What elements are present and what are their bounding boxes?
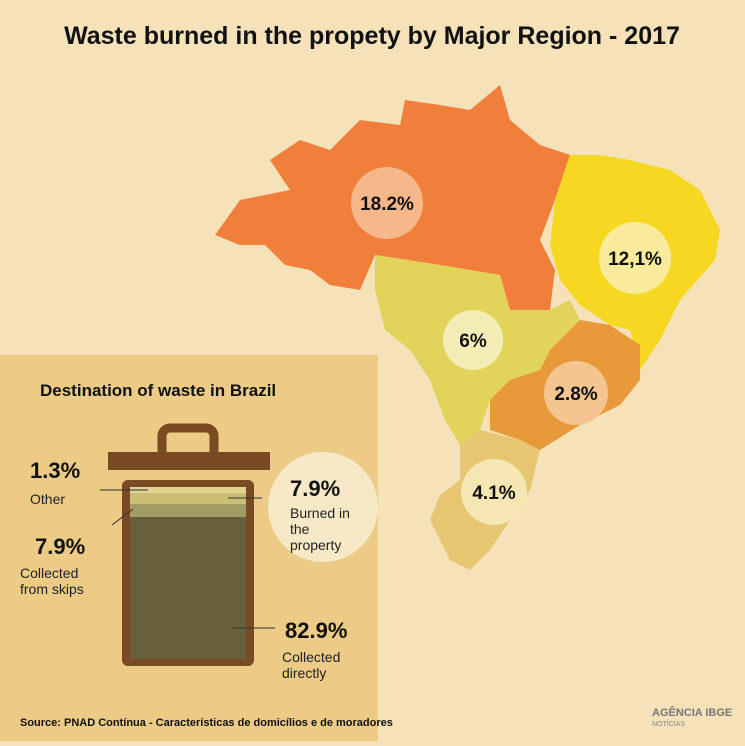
bin-layer-direct <box>130 517 246 659</box>
bin-layer-other <box>130 487 246 493</box>
inset: Destination of waste in Brazil 1.3% Othe… <box>0 355 393 741</box>
region-label: 18.2% <box>360 194 414 215</box>
item-label: Other <box>30 491 65 507</box>
label-bubble <box>443 310 503 370</box>
map: 18.2% 12,1% 6% 2.8% 4.1% <box>215 85 720 570</box>
region-label: 4.1% <box>472 483 515 504</box>
item-value: 7.9% <box>290 476 340 501</box>
bin-layer-skips <box>130 504 246 517</box>
label-bubble <box>599 222 671 294</box>
item-label: Collected from skips <box>20 565 84 597</box>
bin-lid <box>108 452 270 470</box>
item-label: Burned in the property <box>290 505 350 553</box>
item-value: 82.9% <box>285 618 347 643</box>
logo: AGÊNCIA IBGE NOTÍCIAS <box>652 706 732 728</box>
item-value: 1.3% <box>30 458 80 483</box>
region-label: 12,1% <box>608 249 662 270</box>
title: Waste burned in the propety by Major Reg… <box>64 22 680 50</box>
bin-layer-burned <box>130 493 246 504</box>
label-bubble <box>544 361 608 425</box>
inset-title: Destination of waste in Brazil <box>40 381 276 400</box>
region-label: 6% <box>459 331 487 352</box>
logo-name: AGÊNCIA IBGE <box>652 706 732 719</box>
pointer <box>111 508 134 526</box>
label-bubble <box>351 167 423 239</box>
label-bubble <box>461 459 527 525</box>
region-label: 2.8% <box>554 384 597 405</box>
highlight-bubble <box>268 452 378 562</box>
item-value: 7.9% <box>35 534 85 559</box>
item-label: Collected directly <box>282 649 340 681</box>
logo-sub: NOTÍCIAS <box>652 719 685 728</box>
source: Source: PNAD Contínua - Características … <box>20 717 393 729</box>
